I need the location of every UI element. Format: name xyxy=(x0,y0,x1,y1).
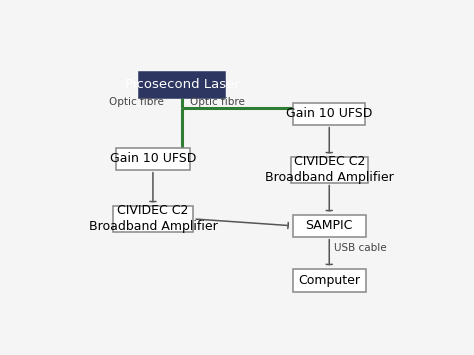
Text: Gain 10 UFSD: Gain 10 UFSD xyxy=(110,152,196,165)
FancyBboxPatch shape xyxy=(291,157,368,183)
FancyBboxPatch shape xyxy=(293,103,365,125)
Text: CIVIDEC C2
Broadband Amplifier: CIVIDEC C2 Broadband Amplifier xyxy=(265,155,393,184)
Text: CIVIDEC C2
Broadband Amplifier: CIVIDEC C2 Broadband Amplifier xyxy=(89,204,217,233)
Text: Optic fibre: Optic fibre xyxy=(109,97,164,107)
FancyBboxPatch shape xyxy=(292,269,366,292)
Text: Computer: Computer xyxy=(298,274,360,287)
Text: Picosecond Laser: Picosecond Laser xyxy=(125,78,240,92)
FancyBboxPatch shape xyxy=(112,206,193,232)
FancyBboxPatch shape xyxy=(292,215,366,237)
Text: Gain 10 UFSD: Gain 10 UFSD xyxy=(286,107,373,120)
Text: USB cable: USB cable xyxy=(334,243,387,253)
Text: SAMPIC: SAMPIC xyxy=(306,219,353,232)
Text: Optic fibre: Optic fibre xyxy=(190,97,245,107)
FancyBboxPatch shape xyxy=(139,72,226,98)
FancyBboxPatch shape xyxy=(116,148,190,170)
